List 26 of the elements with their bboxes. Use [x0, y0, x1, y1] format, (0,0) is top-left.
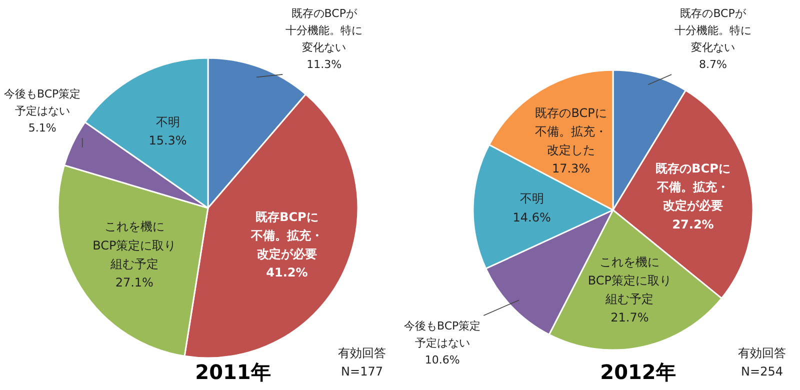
data-label: 15.3% [148, 133, 187, 148]
text: 有効回答 N=177 [338, 346, 386, 378]
data-label: 27.1% [115, 275, 154, 290]
data-label: 11.3% [306, 58, 342, 72]
slice-label: 既存BCPに不備。拡充・改定が必要 [250, 210, 323, 262]
slice-label: 既存のBCPに不備。拡充・改定した [535, 106, 608, 157]
data-label: 14.6% [512, 210, 551, 224]
data-label: 27.2% [672, 217, 714, 232]
slice-label: 不明 [156, 114, 180, 129]
slice-label: 既存のBCPが十分機能。特に変化ない [286, 7, 363, 54]
data-label: 21.7% [610, 310, 649, 325]
slice-label: 不明 [520, 192, 544, 206]
data-label: 17.3% [552, 162, 590, 176]
text: 2011年 [195, 360, 271, 384]
slice-label: 既存のBCPが十分機能。特に変化ない [674, 7, 752, 54]
text: 2012年 [600, 360, 676, 384]
data-label: 8.7% [699, 58, 728, 72]
slice-label: これを機にBCP策定に取り組む予定 [92, 220, 176, 271]
slice-label: 今後もBCP策定予定はない [404, 320, 481, 350]
slice-label: 既存のBCPに不備。拡充・改定が必要 [656, 161, 730, 213]
data-label: 10.6% [424, 354, 460, 367]
data-label: 5.1% [28, 122, 56, 135]
slice-label: 今後もBCP策定予定はない [4, 88, 81, 118]
text: 有効回答 N=254 [738, 346, 786, 378]
data-label: 41.2% [266, 266, 308, 280]
slice-label: これを機にBCP策定に取り組む予定 [588, 254, 672, 306]
